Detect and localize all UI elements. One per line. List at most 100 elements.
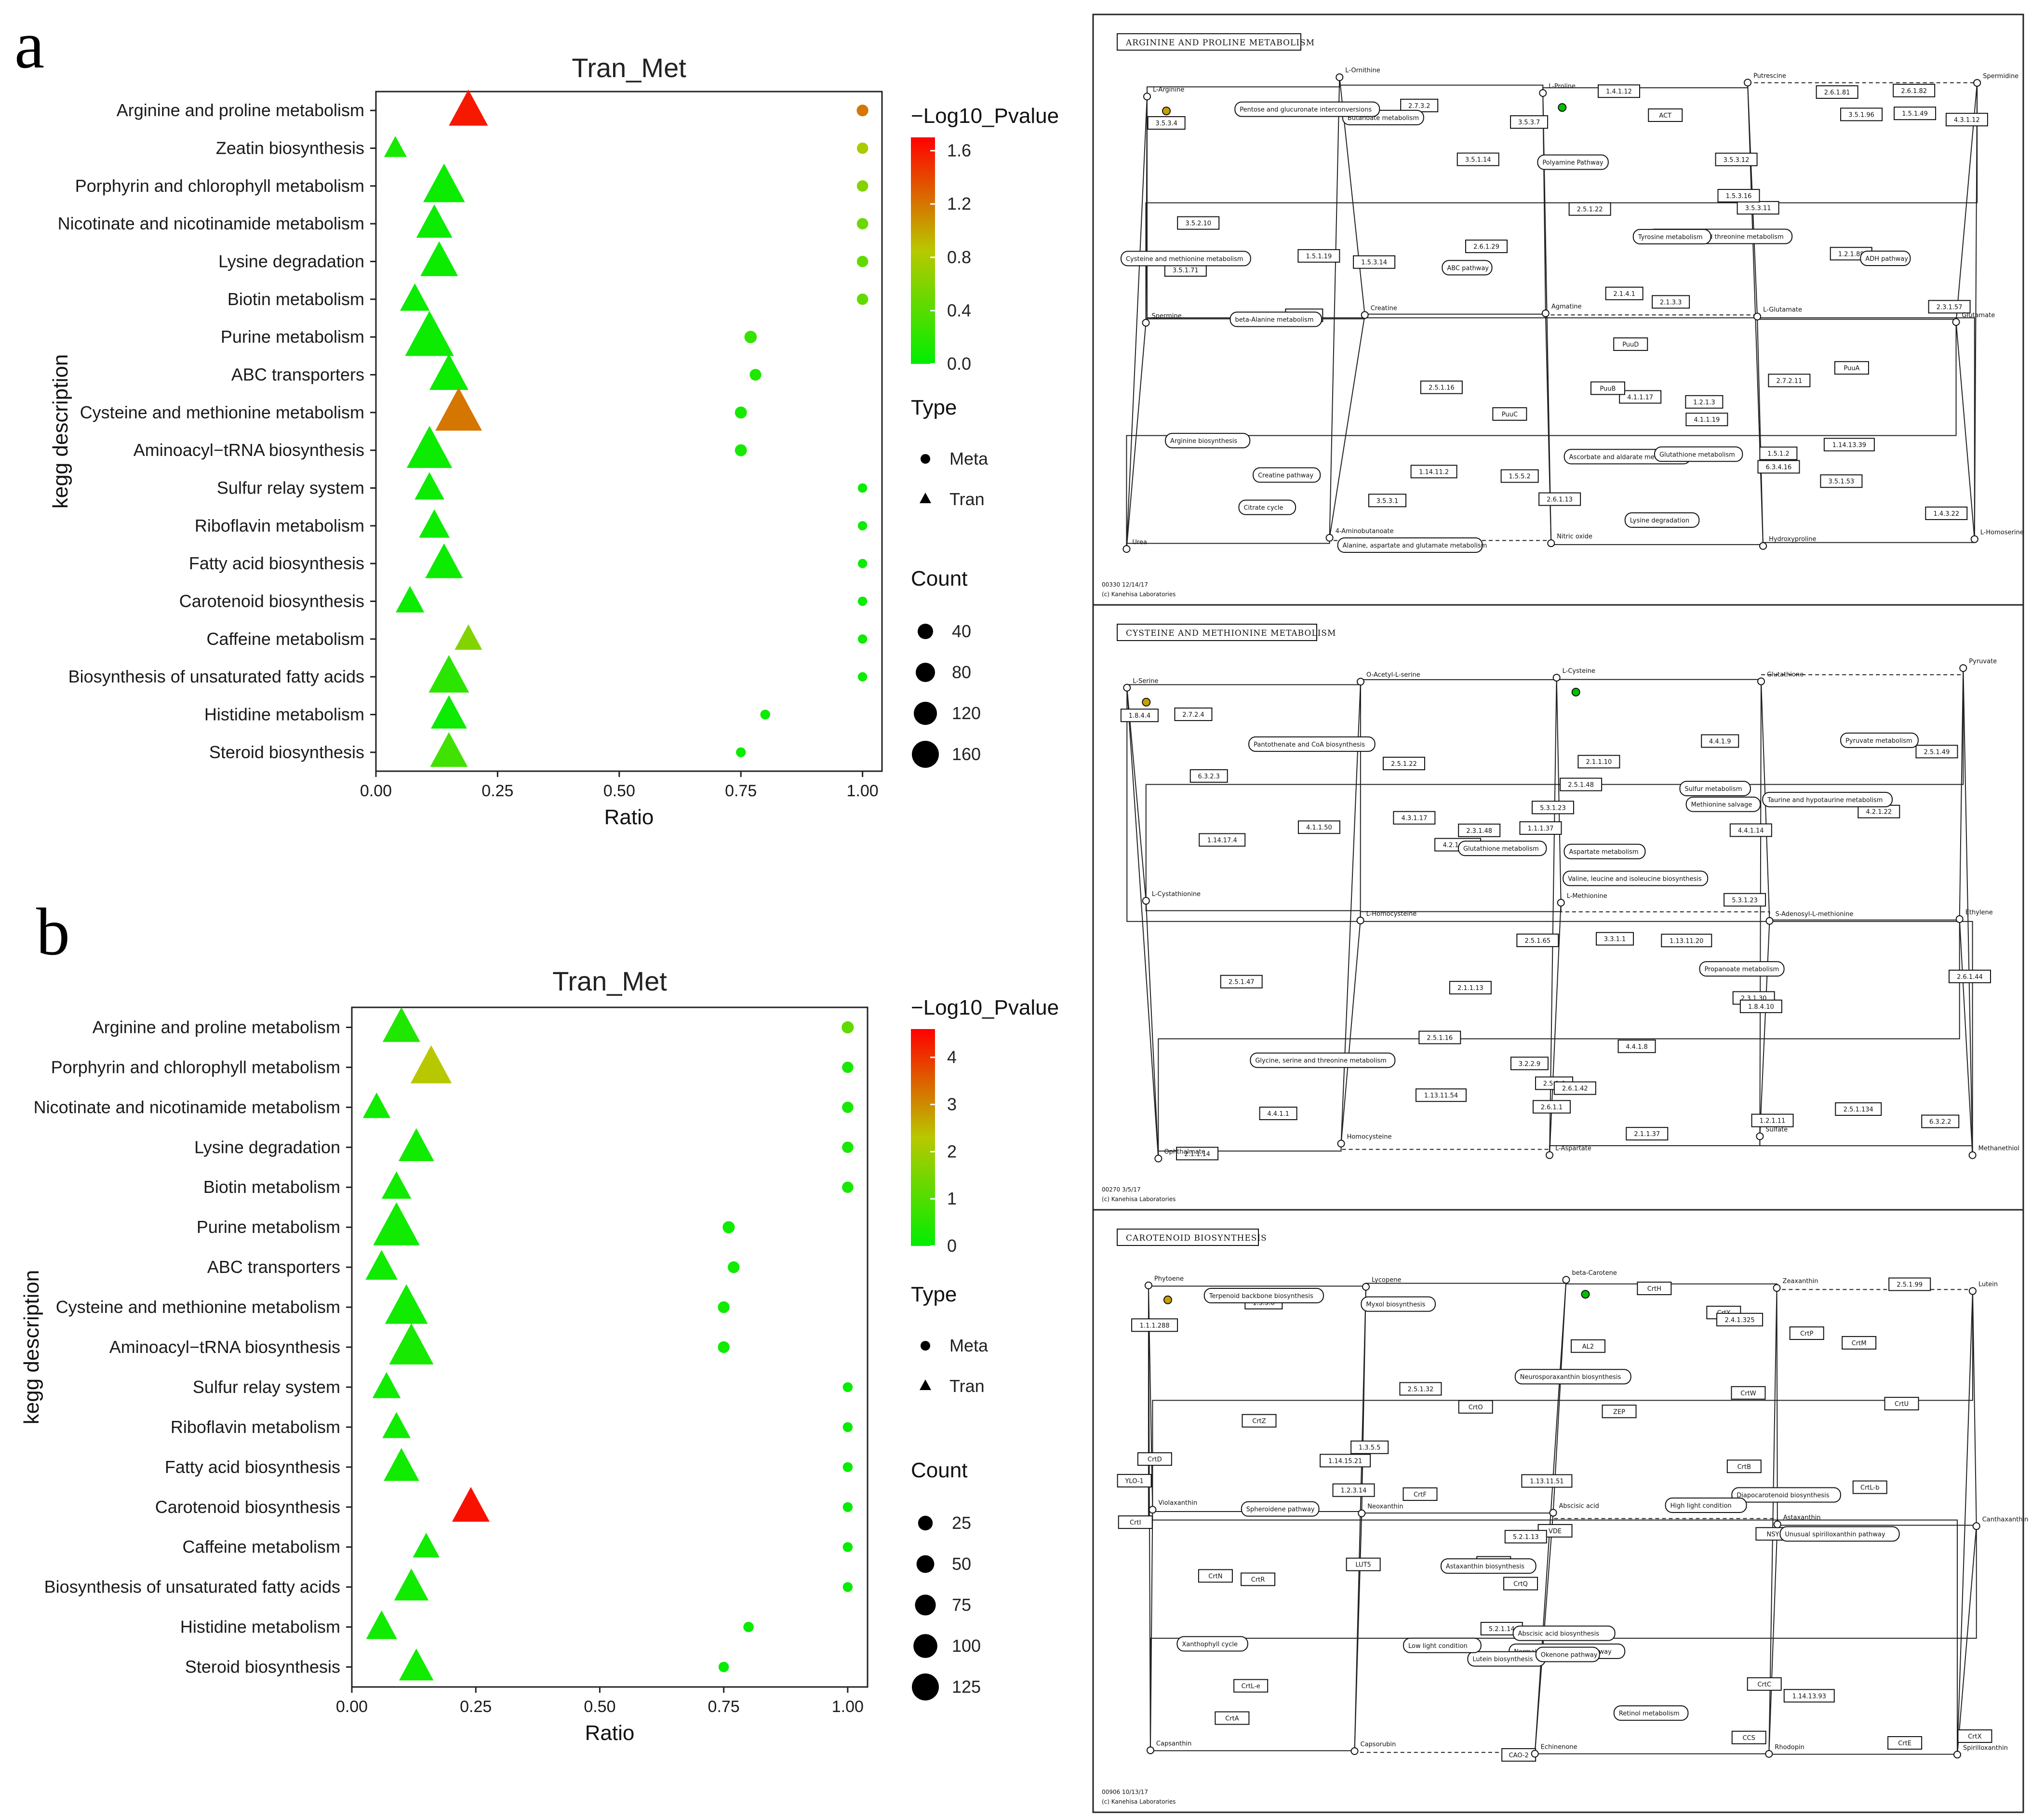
- count-legend-title: Count: [911, 1459, 967, 1482]
- tran-triangle-marker: [425, 543, 463, 578]
- category-label: Fatty acid biosynthesis: [189, 553, 364, 573]
- enzyme-box: [1921, 1114, 1960, 1128]
- enzyme-box: [1199, 833, 1246, 847]
- count-legend-title: Count: [911, 567, 967, 590]
- enzyme-label: CrtN: [1208, 1573, 1222, 1580]
- pathway-connector-line: [1556, 677, 1562, 903]
- enzyme-box: [1685, 395, 1724, 409]
- compound-label: L-Arginine: [1153, 86, 1184, 94]
- enzyme-box: [1915, 745, 1958, 759]
- enzyme-label: 1.2.1.3: [1693, 399, 1715, 406]
- enzyme-label: CrtF: [1414, 1491, 1427, 1499]
- compound-node: [1144, 1281, 1152, 1289]
- count-legend-label: 75: [952, 1595, 971, 1615]
- enzyme-label: 1.5.1.19: [1306, 253, 1332, 260]
- count-legend-label: 160: [952, 744, 981, 764]
- count-legend-label: 80: [952, 662, 971, 682]
- pathway-connector-line: [1126, 687, 1147, 901]
- count-legend-circle: [916, 663, 935, 682]
- enzyme-label: CrtO: [1469, 1404, 1483, 1411]
- meta-circle-marker: [842, 1582, 853, 1592]
- enzyme-label: 1.2.1.88: [1838, 251, 1864, 258]
- meta-circle-marker: [718, 1301, 730, 1313]
- pathway-map-cysteine-methionine: CYSTEINE AND METHIONINE METABOLISM 4.3.1.…: [1092, 604, 2024, 1211]
- compound-node: [1759, 542, 1767, 550]
- compound-node: [1142, 897, 1150, 905]
- enzyme-box: [1701, 734, 1739, 748]
- enzyme-label: 1.4.1.12: [1606, 88, 1632, 95]
- map-link-box: [1238, 499, 1296, 515]
- enzyme-label: 1.5.3.14: [1361, 259, 1387, 267]
- compound-label: Agmatine: [1551, 303, 1582, 310]
- enzyme-box: [1716, 1312, 1764, 1326]
- tran-triangle-marker: [419, 509, 450, 538]
- map-link-label: Methionine salvage: [1691, 802, 1752, 809]
- enzyme-label: 4.3.1.17: [1401, 815, 1427, 822]
- compound-node: [1968, 1287, 1977, 1295]
- tran-triangle-marker: [429, 354, 469, 390]
- enzyme-label: 2.5.1.48: [1568, 782, 1594, 789]
- compound-node: [1154, 1154, 1162, 1163]
- enzyme-label: PuuA: [1844, 365, 1859, 372]
- x-tick-label: 0.75: [725, 782, 757, 800]
- enzyme-label: 2.1.3.3: [1660, 299, 1682, 306]
- map-link-label: Taurine and hypotaurine metabolism: [1767, 797, 1883, 804]
- enzyme-label: 2.6.1.82: [1901, 88, 1927, 95]
- compound-label: Pyruvate: [1969, 658, 1997, 665]
- map-link-box: [1537, 154, 1609, 170]
- enzyme-label: PuuB: [1600, 385, 1616, 392]
- count-legend-label: 100: [952, 1636, 981, 1656]
- tran-triangle-marker: [372, 1372, 401, 1398]
- count-legend-circle: [916, 1555, 935, 1573]
- enzyme-box: [1759, 446, 1798, 460]
- category-label: Purine metabolism: [197, 1217, 340, 1237]
- x-tick-label: 0.50: [603, 782, 635, 800]
- color-legend-bar: [911, 1029, 935, 1246]
- map-link-box: [1685, 796, 1761, 812]
- tran-triangle-marker: [382, 1007, 420, 1042]
- enzyme-box: [1637, 1282, 1672, 1296]
- color-legend-label: 1.6: [947, 141, 971, 161]
- meta-circle-marker: [842, 1382, 853, 1392]
- highlighted-compound-node: [1571, 687, 1580, 696]
- category-label: Arginine and proline metabolism: [93, 1017, 340, 1037]
- enzyme-label: 6.3.4.16: [1766, 464, 1792, 471]
- map-link-label: Propanoate metabolism: [1704, 966, 1779, 973]
- compound-label: Ethylene: [1965, 909, 1993, 916]
- enzyme-label: 2.3.1.48: [1466, 828, 1492, 835]
- enzyme-box: [1215, 1711, 1250, 1725]
- count-legend-circle: [915, 1594, 936, 1616]
- category-label: Fatty acid biosynthesis: [165, 1457, 340, 1477]
- meta-circle-marker: [856, 105, 869, 117]
- x-tick-label: 0.25: [481, 782, 513, 800]
- compound-node: [1973, 79, 1981, 87]
- compound-label: Urea: [1132, 539, 1147, 546]
- map-link-label: Myxol biosynthesis: [1366, 1301, 1425, 1309]
- map-link-box: [1442, 260, 1493, 276]
- enzyme-label: CrtH: [1647, 1285, 1661, 1293]
- tran-triangle-marker: [416, 204, 453, 238]
- pathway-connector-line: [1549, 677, 1557, 1155]
- compound-node: [1357, 678, 1365, 686]
- map-link-label: Pyruvate metabolism: [1845, 737, 1912, 745]
- map-link-label: Glutathione metabolism: [1463, 845, 1539, 853]
- enzyme-box: [1531, 801, 1574, 815]
- enzyme-label: CrtX: [1968, 1733, 1982, 1740]
- enzyme-box: [1242, 1414, 1277, 1428]
- compound-label: beta-Carotene: [1572, 1270, 1617, 1277]
- map-link-label: Astaxanthin biosynthesis: [1446, 1563, 1524, 1570]
- y-axis-title: kegg description: [49, 354, 72, 509]
- enzyme-label: 4.4.1.14: [1738, 827, 1764, 834]
- compound-node: [1773, 1520, 1781, 1528]
- pathway-connector-line: [1329, 315, 1365, 538]
- compound-node: [1765, 1750, 1773, 1758]
- category-label: Zeatin biosynthesis: [216, 138, 364, 158]
- x-axis-title: Ratio: [604, 805, 654, 829]
- tran-triangle-marker: [366, 1610, 397, 1639]
- map-link-label: Lysine degradation: [1630, 517, 1689, 524]
- category-label: Biotin metabolism: [227, 289, 364, 309]
- enzyme-box: [1661, 934, 1712, 948]
- compound-label: Creatine: [1371, 305, 1397, 312]
- panel-letter-a: a: [14, 8, 44, 82]
- enzyme-box: [1842, 1336, 1877, 1350]
